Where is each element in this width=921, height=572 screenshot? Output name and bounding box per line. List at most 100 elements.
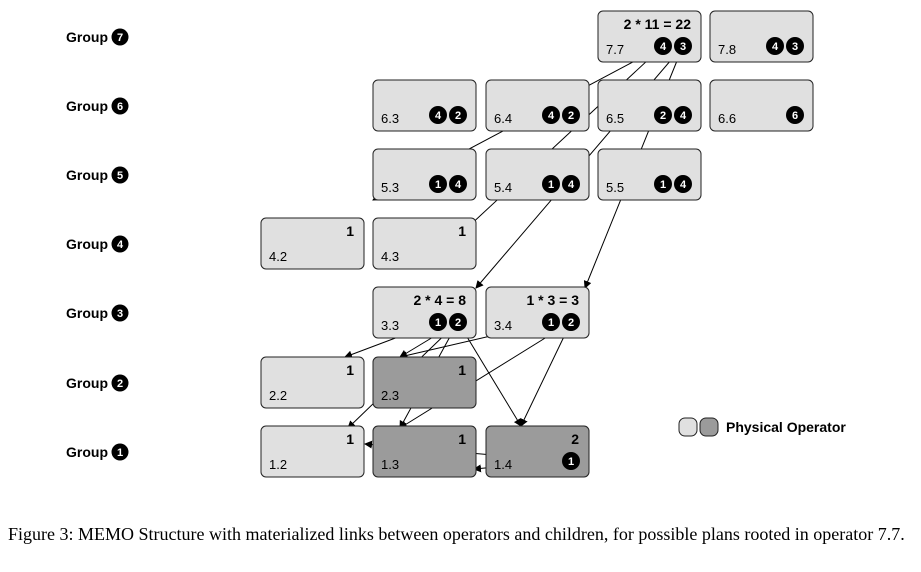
child-group-number: 3	[680, 41, 686, 53]
group-number-badge	[111, 443, 129, 461]
child-group-number: 4	[435, 110, 442, 122]
operator-1.2: 11.2	[260, 425, 365, 478]
operator-box	[260, 425, 365, 478]
operators-layer: 2 * 11 = 227.7 4 3 7.8 4 36.3 4 2 6.4 4 2 6.5 2 4 6.6 6…	[260, 10, 814, 478]
operator-id: 2.2	[269, 388, 287, 403]
link-3.4-to-1.4	[520, 321, 572, 427]
link-7.7-to-4.3	[466, 45, 664, 229]
child-group-badge	[562, 452, 580, 470]
child-group-badge	[429, 106, 447, 124]
child-group-badge	[786, 106, 804, 124]
operator-box	[260, 217, 365, 270]
child-group-number: 1	[548, 317, 554, 329]
operator-6.4: 6.4 4 2	[485, 79, 590, 132]
group-label-2: Group 2	[66, 374, 129, 392]
legend-label: Physical Operator	[726, 419, 846, 435]
child-group-number: 1	[548, 179, 554, 191]
operator-id: 6.5	[606, 111, 624, 126]
group-number-badge	[111, 166, 129, 184]
group-label-5: Group 5	[66, 166, 129, 184]
operator-expression: 1	[458, 431, 466, 447]
group-label-text: Group	[66, 305, 108, 321]
child-group-number: 6	[792, 110, 798, 122]
figure-caption: Figure 3: MEMO Structure with materializ…	[8, 524, 905, 544]
group-number: 5	[117, 170, 123, 182]
child-group-badge	[674, 37, 692, 55]
operator-6.3: 6.3 4 2	[372, 79, 477, 132]
child-group-number: 2	[455, 317, 461, 329]
operator-1.4: 21.4 1	[485, 425, 590, 478]
link-3.4-to-1.3	[399, 321, 572, 429]
operator-id: 4.2	[269, 249, 287, 264]
operator-box	[372, 217, 477, 270]
child-group-badge	[542, 106, 560, 124]
operator-box	[372, 356, 477, 409]
group-number-badge	[111, 28, 129, 46]
child-group-badge	[562, 106, 580, 124]
group-label-6: Group 6	[66, 97, 129, 115]
child-group-badge	[674, 175, 692, 193]
group-label-1: Group 1	[66, 443, 129, 461]
child-group-badge	[429, 175, 447, 193]
child-group-number: 4	[568, 179, 575, 191]
group-label-text: Group	[66, 167, 108, 183]
link-3.3-to-1.4	[457, 321, 522, 427]
child-group-badge	[674, 106, 692, 124]
group-label-text: Group	[66, 444, 108, 460]
child-group-badge	[542, 313, 560, 331]
group-number-badge	[111, 374, 129, 392]
operator-expression: 1	[458, 223, 466, 239]
group-label-4: Group 4	[66, 235, 129, 253]
child-group-number: 4	[660, 41, 667, 53]
child-group-badge	[766, 37, 784, 55]
child-group-number: 1	[435, 179, 441, 191]
operator-3.3: 2 * 4 = 8 3.3 1 2	[372, 286, 477, 339]
child-group-badge	[562, 313, 580, 331]
operator-id: 1.3	[381, 457, 399, 472]
operator-5.5: 5.5 1 4	[597, 148, 702, 201]
operator-id: 5.4	[494, 180, 512, 195]
child-group-number: 4	[548, 110, 555, 122]
child-group-badge	[654, 106, 672, 124]
child-group-number: 4	[772, 41, 779, 53]
operator-box	[260, 356, 365, 409]
child-group-badge	[449, 313, 467, 331]
group-number: 6	[117, 101, 123, 113]
child-group-number: 1	[435, 317, 441, 329]
child-group-badge	[449, 175, 467, 193]
child-group-badge	[654, 37, 672, 55]
operator-id: 7.7	[606, 42, 624, 57]
operator-2.2: 12.2	[260, 356, 365, 409]
group-number: 1	[117, 447, 123, 459]
operator-expression: 2	[571, 431, 579, 447]
operator-id: 6.3	[381, 111, 399, 126]
group-number: 2	[117, 378, 123, 390]
operator-expression: 1 * 3 = 3	[526, 292, 579, 308]
group-label-3: Group 3	[66, 304, 129, 322]
operator-6.5: 6.5 2 4	[597, 79, 702, 132]
child-group-badge	[449, 106, 467, 124]
operator-id: 5.3	[381, 180, 399, 195]
child-group-badge	[542, 175, 560, 193]
operator-id: 3.3	[381, 318, 399, 333]
child-group-badge	[429, 313, 447, 331]
group-label-text: Group	[66, 98, 108, 114]
operator-id: 7.8	[718, 42, 736, 57]
child-group-badge	[654, 175, 672, 193]
operator-id: 6.6	[718, 111, 736, 126]
child-group-number: 4	[680, 110, 687, 122]
child-group-number: 2	[660, 110, 666, 122]
operator-id: 3.4	[494, 318, 512, 333]
memo-diagram: 2 * 11 = 227.7 4 3 7.8 4 36.3 4 2 6.4 4 2 6.5 2 4 6.6 6…	[66, 10, 846, 478]
child-group-number: 4	[680, 179, 687, 191]
operator-3.4: 1 * 3 = 3 3.4 1 2	[485, 286, 590, 339]
child-group-number: 2	[568, 317, 574, 329]
operator-expression: 2 * 4 = 8	[413, 292, 466, 308]
legend: Physical Operator	[678, 417, 846, 437]
operator-5.3: 5.3 1 4	[372, 148, 477, 201]
group-number: 3	[117, 308, 123, 320]
child-group-number: 1	[568, 456, 574, 468]
operator-id: 6.4	[494, 111, 512, 126]
operator-id: 1.4	[494, 457, 512, 472]
